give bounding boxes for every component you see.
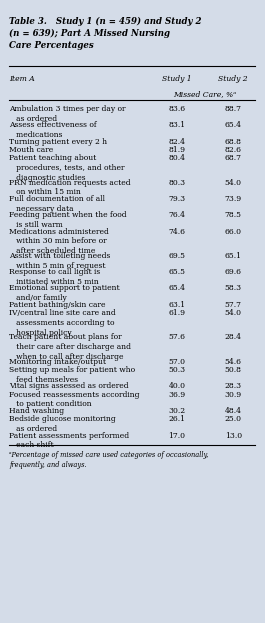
Text: Assist with toileting needs
   within 5 min of request: Assist with toileting needs within 5 min…: [9, 252, 111, 270]
Text: Monitoring intake/output: Monitoring intake/output: [9, 358, 106, 366]
Text: 73.9: 73.9: [225, 195, 242, 203]
Text: Ambulation 3 times per day or
   as ordered: Ambulation 3 times per day or as ordered: [9, 105, 126, 123]
Text: Vital signs assessed as ordered: Vital signs assessed as ordered: [9, 383, 129, 390]
Text: 63.1: 63.1: [168, 301, 186, 309]
Text: 13.0: 13.0: [225, 432, 242, 440]
Text: 54.6: 54.6: [225, 358, 242, 366]
Text: 40.0: 40.0: [168, 383, 186, 390]
Text: Patient teaching about
   procedures, tests, and other
   diagnostic studies: Patient teaching about procedures, tests…: [9, 155, 125, 182]
Text: 57.7: 57.7: [225, 301, 242, 309]
Text: 61.9: 61.9: [168, 309, 186, 317]
Text: 54.0: 54.0: [225, 309, 242, 317]
Text: Hand washing: Hand washing: [9, 407, 64, 415]
Text: 80.4: 80.4: [168, 155, 186, 163]
Text: 69.5: 69.5: [168, 252, 186, 260]
Text: 28.3: 28.3: [225, 383, 242, 390]
Text: Turning patient every 2 h: Turning patient every 2 h: [9, 138, 107, 146]
Text: PRN medication requests acted
   on within 15 min: PRN medication requests acted on within …: [9, 179, 131, 196]
Text: 68.8: 68.8: [225, 138, 242, 146]
Text: 80.3: 80.3: [168, 179, 186, 186]
Text: Medications administered
   within 30 min before or
   after scheduled time: Medications administered within 30 min b…: [9, 227, 109, 255]
Text: 76.4: 76.4: [168, 211, 186, 219]
Text: 17.0: 17.0: [168, 432, 186, 440]
Text: Mouth care: Mouth care: [9, 146, 54, 154]
Text: Bedside glucose monitoring
   as ordered: Bedside glucose monitoring as ordered: [9, 416, 116, 433]
Text: Feeding patient when the food
   is still warm: Feeding patient when the food is still w…: [9, 211, 127, 229]
Text: Missed Care, %ᵃ: Missed Care, %ᵃ: [174, 90, 237, 98]
Text: 36.9: 36.9: [168, 391, 186, 399]
Text: Response to call light is
   initiated within 5 min: Response to call light is initiated with…: [9, 268, 100, 286]
Text: Assess effectiveness of
   medications: Assess effectiveness of medications: [9, 121, 97, 139]
Text: 82.6: 82.6: [225, 146, 242, 154]
Text: 88.7: 88.7: [225, 105, 242, 113]
Text: 66.0: 66.0: [225, 227, 242, 235]
Text: 30.9: 30.9: [225, 391, 242, 399]
Text: 69.6: 69.6: [225, 268, 242, 276]
Text: ᵃPercentage of missed care used categories of occasionally,
frequently, and alwa: ᵃPercentage of missed care used categori…: [9, 451, 209, 469]
Text: 65.4: 65.4: [225, 121, 242, 130]
Text: 57.0: 57.0: [168, 358, 186, 366]
Text: 50.8: 50.8: [225, 366, 242, 374]
Text: 26.1: 26.1: [168, 416, 186, 423]
Text: Item A: Item A: [9, 75, 35, 83]
Text: 54.0: 54.0: [225, 179, 242, 186]
Text: 83.6: 83.6: [168, 105, 186, 113]
Text: 83.1: 83.1: [168, 121, 186, 130]
Text: 65.1: 65.1: [225, 252, 242, 260]
Text: 65.4: 65.4: [168, 284, 186, 292]
Text: Full documentation of all
   necessary data: Full documentation of all necessary data: [9, 195, 105, 212]
Text: Patient bathing/skin care: Patient bathing/skin care: [9, 301, 106, 309]
Text: Table 3.   Study 1 (n = 459) and Study 2
(n = 639); Part A Missed Nursing
Care P: Table 3. Study 1 (n = 459) and Study 2 (…: [9, 17, 202, 50]
Text: 82.4: 82.4: [168, 138, 186, 146]
Text: Emotional support to patient
   and/or family: Emotional support to patient and/or fami…: [9, 284, 120, 302]
Text: Study 1: Study 1: [162, 75, 192, 83]
Text: IV/central line site care and
   assessments according to
   hospital policy: IV/central line site care and assessment…: [9, 309, 116, 336]
Text: Setting up meals for patient who
   feed themselves: Setting up meals for patient who feed th…: [9, 366, 135, 384]
Text: 58.3: 58.3: [225, 284, 242, 292]
Text: 79.3: 79.3: [168, 195, 186, 203]
Text: Teach patient about plans for
   their care after discharge and
   when to call : Teach patient about plans for their care…: [9, 333, 131, 361]
Text: Study 2: Study 2: [218, 75, 248, 83]
Text: 25.0: 25.0: [225, 416, 242, 423]
Text: 48.4: 48.4: [225, 407, 242, 415]
Text: 78.5: 78.5: [225, 211, 242, 219]
Text: 68.7: 68.7: [225, 155, 242, 163]
Text: 65.5: 65.5: [168, 268, 186, 276]
Text: Focused reassessments according
   to patient condition: Focused reassessments according to patie…: [9, 391, 140, 409]
Text: 30.2: 30.2: [168, 407, 186, 415]
Text: 57.6: 57.6: [168, 333, 186, 341]
Text: 28.4: 28.4: [225, 333, 242, 341]
Text: 50.3: 50.3: [168, 366, 186, 374]
Text: 81.9: 81.9: [168, 146, 186, 154]
Text: Patient assessments performed
   each shift: Patient assessments performed each shift: [9, 432, 129, 449]
Text: 74.6: 74.6: [168, 227, 186, 235]
